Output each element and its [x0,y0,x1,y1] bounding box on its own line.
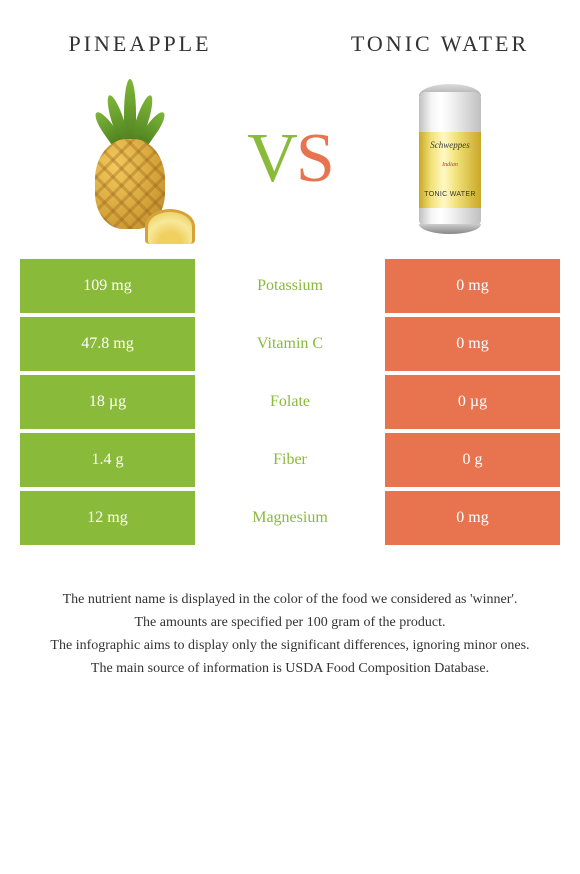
right-value: 0 mg [385,259,560,313]
footer-notes: The nutrient name is displayed in the co… [0,549,580,679]
right-value: 0 µg [385,375,560,429]
table-row: 109 mgPotassium0 mg [20,259,560,313]
table-row: 12 mgMagnesium0 mg [20,491,560,545]
footer-line: The main source of information is USDA F… [20,658,560,679]
right-value: 0 g [385,433,560,487]
left-value: 1.4 g [20,433,195,487]
right-value: 0 mg [385,491,560,545]
nutrient-name: Folate [195,375,385,429]
vs-label: VS [247,119,333,199]
footer-line: The nutrient name is displayed in the co… [20,589,560,610]
header-titles: Pineapple Tonic water [0,0,580,69]
images-row: VS Schweppes Indian TONIC WATER [0,69,580,259]
nutrient-name: Vitamin C [195,317,385,371]
left-value: 12 mg [20,491,195,545]
left-value: 109 mg [20,259,195,313]
pineapple-icon [60,74,200,244]
nutrient-name: Magnesium [195,491,385,545]
right-value: 0 mg [385,317,560,371]
footer-line: The amounts are specified per 100 gram o… [20,612,560,633]
vs-v: V [247,120,296,197]
nutrient-table: 109 mgPotassium0 mg47.8 mgVitamin C0 mg1… [0,259,580,545]
footer-line: The infographic aims to display only the… [20,635,560,656]
table-row: 18 µgFolate0 µg [20,375,560,429]
right-title: Tonic water [340,30,540,59]
nutrient-name: Potassium [195,259,385,313]
vs-s: S [296,120,333,197]
left-title: Pineapple [40,30,240,59]
left-value: 47.8 mg [20,317,195,371]
table-row: 47.8 mgVitamin C0 mg [20,317,560,371]
left-value: 18 µg [20,375,195,429]
tonic-can-icon: Schweppes Indian TONIC WATER [380,74,520,244]
table-row: 1.4 gFiber0 g [20,433,560,487]
nutrient-name: Fiber [195,433,385,487]
